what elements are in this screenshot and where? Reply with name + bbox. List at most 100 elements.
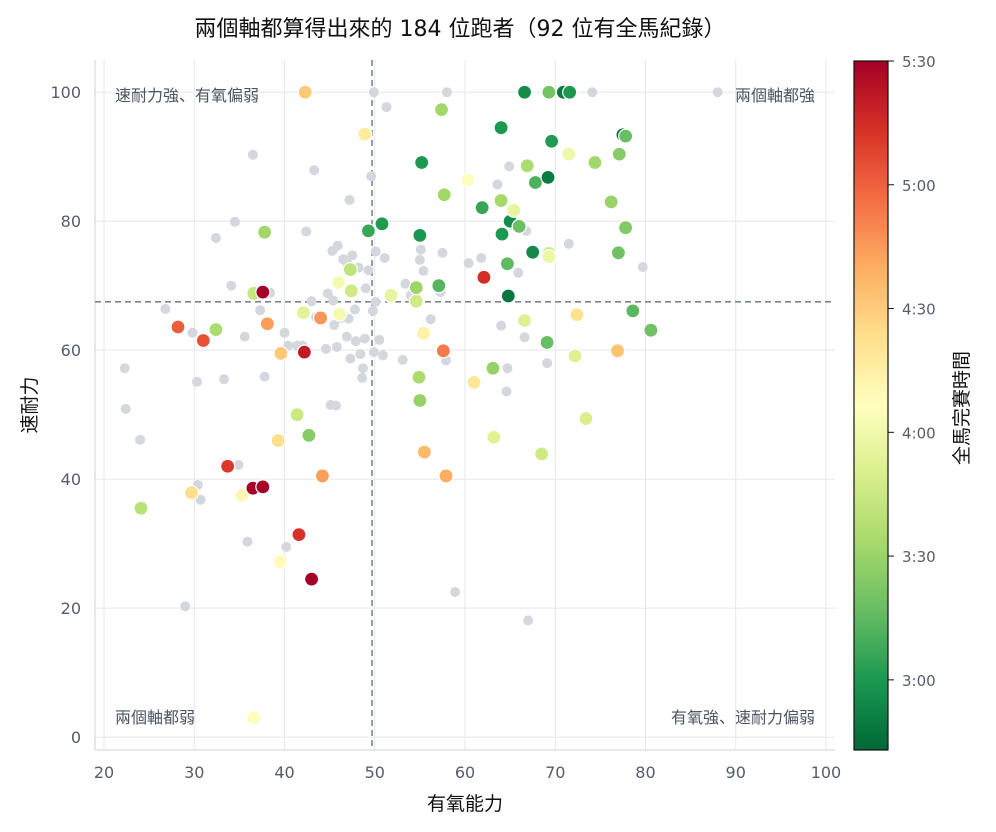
point-with-record [578,410,594,427]
point-with-record [519,158,535,174]
point-no-record [368,347,379,358]
axes [94,60,835,751]
point-with-record [493,192,509,209]
point-no-record [637,262,648,272]
point-no-record [247,149,258,160]
point-with-record [342,261,358,278]
point-no-record [281,541,292,552]
point-no-record [397,354,408,365]
point-no-record [160,303,171,314]
point-with-record [170,319,186,335]
point-no-record [330,400,341,411]
x-tick-label: 80 [635,763,655,782]
point-no-record [504,161,515,172]
point-no-record [322,288,333,299]
y-axis-label: 速耐力 [19,376,41,433]
plot-area: 20 30 40 50 60 70 80 90 100 0 20 40 60 80 100 [50,60,841,782]
point-with-record [534,446,550,462]
point-no-record [210,232,221,243]
point-no-record [425,314,436,325]
point-no-record [239,331,250,342]
point-no-record [712,87,723,98]
point-with-record [301,427,317,443]
point-with-record [499,256,516,272]
point-with-record [289,407,305,423]
point-with-record [408,293,424,309]
point-no-record [242,536,253,547]
point-no-record [496,320,507,331]
point-with-record [506,202,522,218]
x-tick-label: 50 [365,763,385,782]
point-no-record [355,349,366,360]
point-no-record [379,252,390,263]
point-with-record [527,174,543,191]
point-with-record [561,146,577,162]
point-with-record [296,344,312,360]
y-tick-label: 100 [50,83,81,102]
point-with-record [331,274,347,291]
point-with-record [234,487,250,503]
point-with-record [412,392,428,409]
point-no-record [441,87,452,98]
point-with-record [610,245,627,261]
point-no-record [418,265,429,276]
point-no-record [332,240,343,251]
colorbar: 3:00 3:30 4:00 4:30 5:00 5:30 全馬完賽時間 [853,53,973,751]
colorbar-label: 全馬完賽時間 [951,351,973,465]
point-no-record [370,246,381,257]
x-tick-label: 100 [811,763,842,782]
point-no-record [563,238,574,249]
point-with-record [331,306,348,322]
point-with-record [360,223,377,239]
point-with-record [485,360,501,376]
point-no-record [463,258,474,269]
point-with-record [195,332,211,349]
point-with-record [297,84,313,100]
point-no-record [329,320,340,331]
point-no-record [363,265,374,276]
points-with-record [133,84,659,726]
point-with-record [433,102,450,118]
point-no-record [306,296,317,307]
point-no-record [321,343,332,354]
point-with-record [435,343,451,359]
point-no-record [587,87,598,98]
point-with-record [412,227,428,244]
point-no-record [331,341,342,352]
point-with-record [525,244,541,260]
point-with-record [438,468,454,484]
point-no-record [226,280,237,291]
point-with-record [133,500,149,516]
colorbar-tick-label: 3:30 [902,548,936,566]
point-no-record [341,331,352,342]
point-with-record [562,84,578,100]
y-tick-label: 60 [61,341,81,360]
point-with-record [408,280,424,296]
point-with-record [643,322,659,338]
point-no-record [381,102,392,113]
point-with-record [466,374,482,391]
point-with-record [416,444,432,460]
y-tick-label: 40 [61,470,81,489]
point-no-record [450,587,461,598]
point-no-record [374,334,385,345]
point-with-record [383,287,399,303]
point-no-record [279,327,290,338]
point-with-record [183,485,200,501]
point-with-record [486,429,502,445]
point-with-record [603,194,619,210]
point-with-record [516,312,533,329]
point-with-record [460,172,476,188]
point-no-record [229,216,240,227]
x-axis-label: 有氧能力 [427,793,503,815]
x-tick-label: 40 [274,763,294,782]
colorbar-ticks: 3:00 3:30 4:00 4:30 5:00 5:30 [888,53,936,690]
point-with-record [291,527,307,543]
x-tick-labels: 20 30 40 50 60 70 80 90 100 [94,763,841,782]
point-with-record [611,146,627,162]
point-with-record [516,84,533,100]
y-tick-label: 0 [71,728,81,747]
point-with-record [493,120,509,136]
quadrant-label-bottom-right: 有氧強、速耐力偏弱 [671,708,815,727]
point-with-record [618,128,634,144]
